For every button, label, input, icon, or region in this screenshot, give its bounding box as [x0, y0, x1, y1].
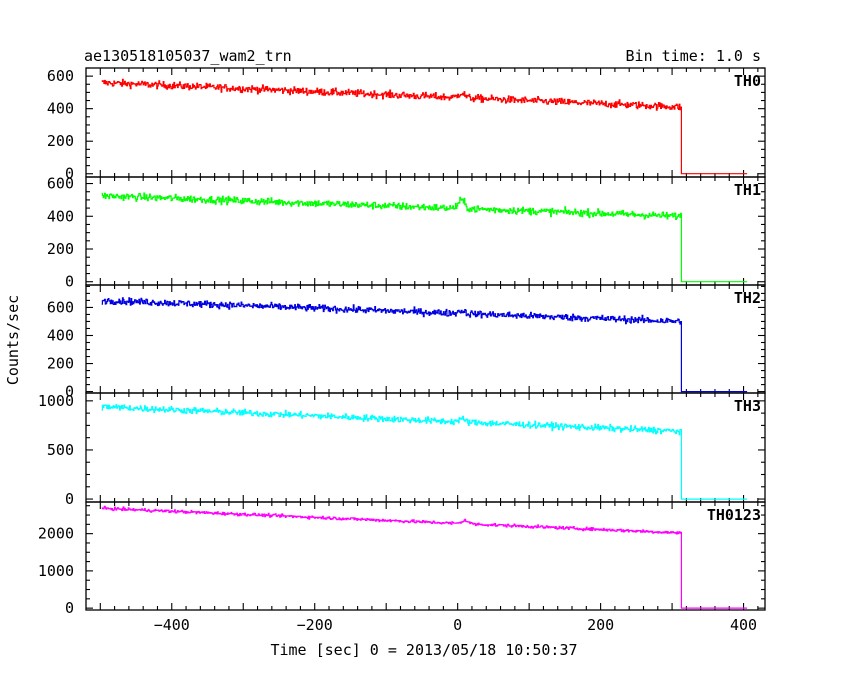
series-label: TH3 — [734, 397, 761, 415]
y-tick-label: 600 — [47, 67, 74, 85]
bin-time-label: Bin time: 1.0 s — [626, 47, 761, 65]
y-tick-label: 400 — [47, 100, 74, 118]
x-tick-label: 400 — [730, 616, 757, 634]
y-tick-label: 0 — [65, 273, 74, 291]
panel-th0123: 0 1000 2000 TH0123 — [38, 501, 766, 617]
series-line-th2 — [101, 297, 748, 393]
series-line-th0123 — [101, 505, 748, 609]
series-label: TH0123 — [707, 506, 761, 524]
x-axis-label: Time [sec] 0 = 2013/05/18 10:50:37 — [270, 641, 577, 659]
x-tick-label: 200 — [587, 616, 614, 634]
y-tick-label: 200 — [47, 355, 74, 373]
panel-th1: 0 200 400 600 TH1 — [47, 175, 766, 291]
y-tick-label: 1000 — [38, 562, 74, 580]
series-line-th0 — [101, 78, 748, 175]
chart-title: ae130518105037_wam2_trn — [84, 47, 292, 65]
series-line-th3 — [101, 404, 748, 500]
y-tick-label: 0 — [65, 383, 74, 401]
y-tick-label: 400 — [47, 326, 74, 344]
y-tick-label: 0 — [65, 165, 74, 183]
series-label: TH1 — [734, 181, 761, 199]
series-label: TH0 — [734, 72, 761, 90]
series-label: TH2 — [734, 289, 761, 307]
y-tick-label: 600 — [47, 175, 74, 193]
y-tick-label: 0 — [65, 599, 74, 617]
panel-th3: 0 500 1000 TH3 — [38, 392, 766, 508]
y-tick-label: 1000 — [38, 392, 74, 410]
x-tick-label: −400 — [154, 616, 190, 634]
y-tick-label: 600 — [47, 298, 74, 316]
panel-th2: 0 200 400 600 TH2 — [47, 284, 766, 401]
y-tick-label: 400 — [47, 207, 74, 225]
y-tick-label: 200 — [47, 132, 74, 150]
panel-th0: 0 200 400 600 TH0 — [47, 67, 766, 183]
y-tick-label: 200 — [47, 240, 74, 258]
y-axis-label: Counts/sec — [4, 295, 22, 385]
y-tick-label: 500 — [47, 441, 74, 459]
x-tick-labels: −400 −200 0 200 400 — [154, 616, 757, 634]
y-tick-label: 2000 — [38, 525, 74, 543]
x-tick-label: 0 — [453, 616, 462, 634]
panel-frame — [85, 501, 766, 611]
x-tick-label: −200 — [297, 616, 333, 634]
series-line-th1 — [101, 192, 748, 283]
panel-frame — [85, 176, 766, 286]
y-tick-label: 0 — [65, 490, 74, 508]
